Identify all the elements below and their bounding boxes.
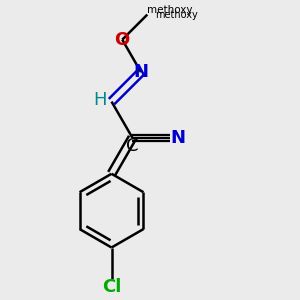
Text: C: C xyxy=(126,137,138,155)
Text: O: O xyxy=(115,31,130,49)
Text: N: N xyxy=(170,129,185,147)
Text: N: N xyxy=(134,63,148,81)
Text: Cl: Cl xyxy=(102,278,121,296)
Text: H: H xyxy=(94,91,107,109)
Text: methoxy: methoxy xyxy=(147,4,193,15)
Text: methoxy: methoxy xyxy=(155,10,198,20)
